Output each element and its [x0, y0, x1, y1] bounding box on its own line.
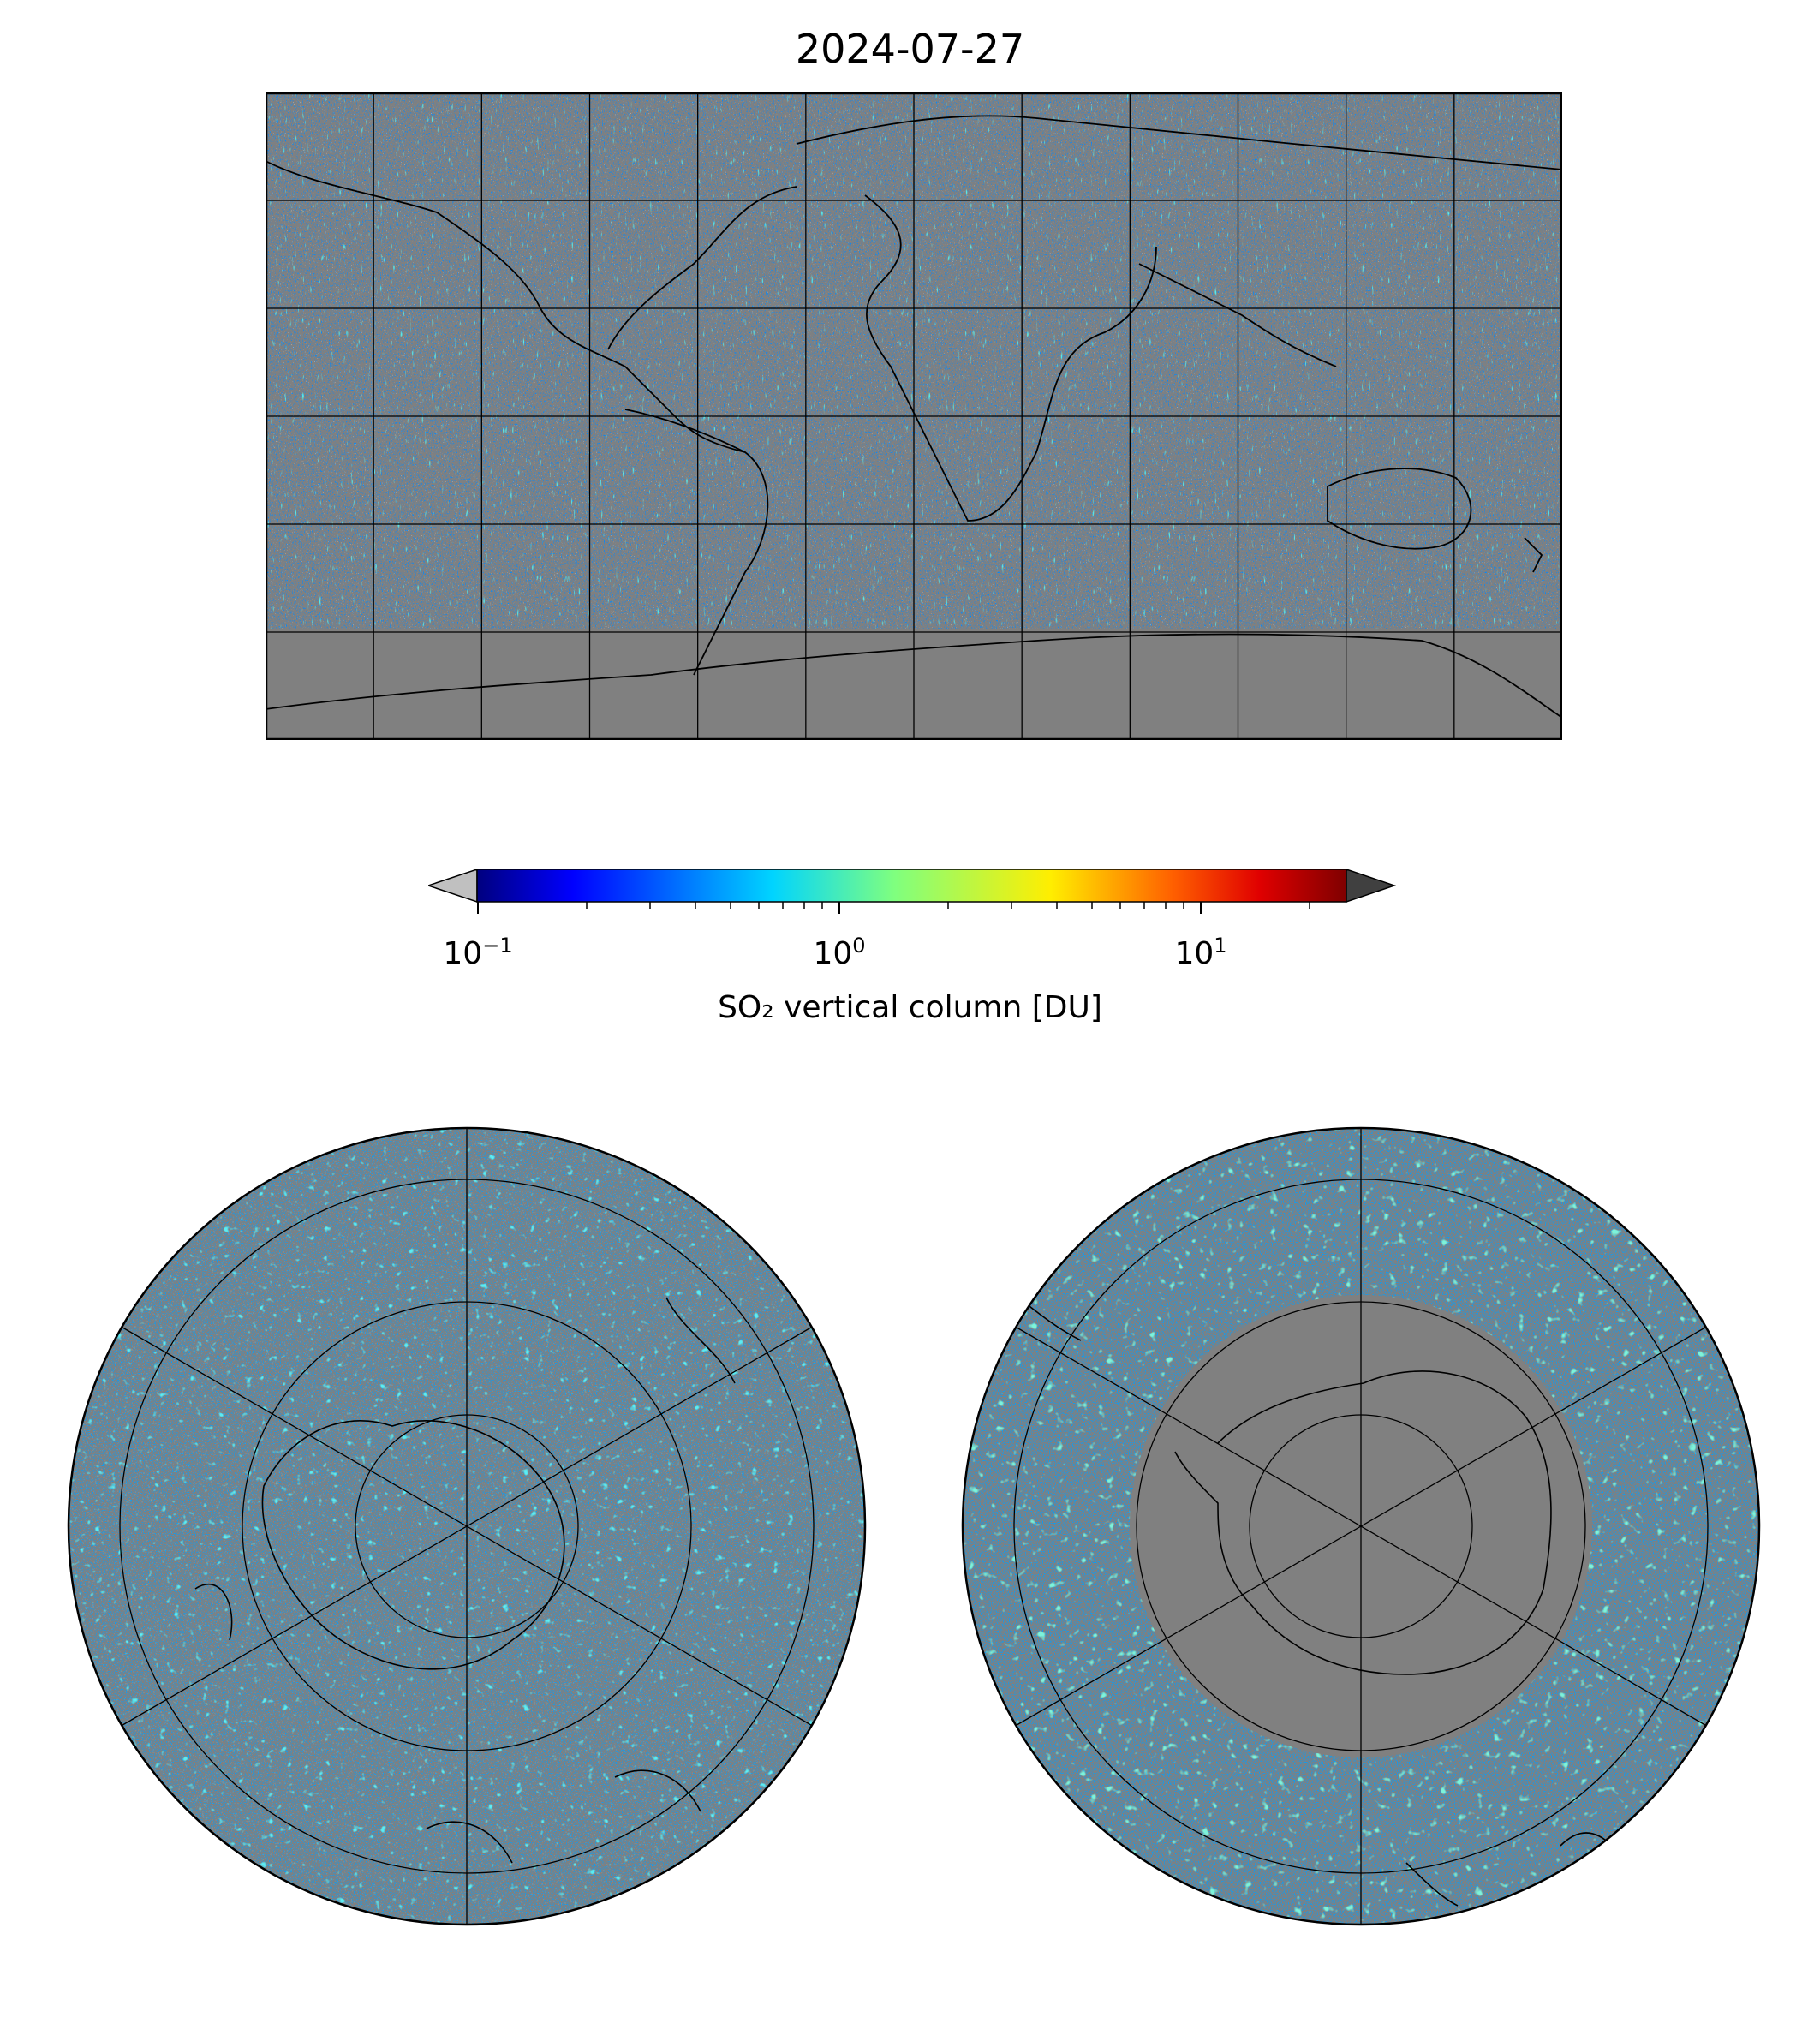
plot-title: 2024-07-27	[795, 26, 1025, 72]
graticule	[1011, 1128, 1710, 1925]
colorbar-tick-label: 10−1	[443, 934, 513, 971]
colorbar-under-extend	[428, 869, 478, 904]
colorbar	[428, 869, 1396, 914]
graticule	[117, 1128, 816, 1925]
world-map	[266, 92, 1562, 740]
south-polar-map	[961, 1126, 1761, 1926]
colorbar-over-extend	[1346, 869, 1396, 904]
north-polar-map	[67, 1126, 867, 1926]
colorbar-tick-label: 100	[813, 934, 866, 971]
coastlines	[266, 115, 1562, 719]
colorbar-gradient	[476, 869, 1347, 903]
coastlines	[194, 1297, 736, 1864]
colorbar-tick-label: 101	[1174, 934, 1227, 971]
graticule	[266, 92, 1562, 740]
colorbar-label: SO₂ vertical column [DU]	[718, 990, 1102, 1025]
